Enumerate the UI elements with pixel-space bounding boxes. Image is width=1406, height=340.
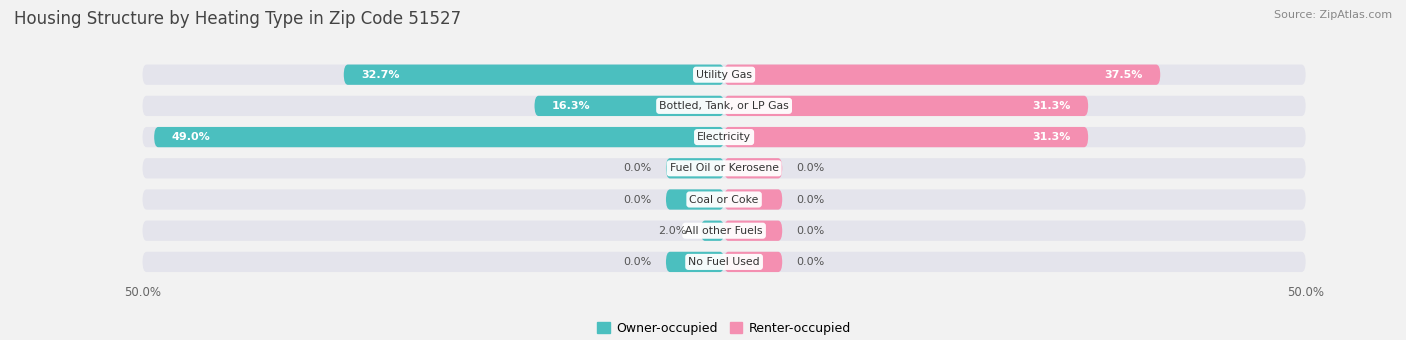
Text: 0.0%: 0.0%	[624, 194, 652, 204]
FancyBboxPatch shape	[142, 189, 1306, 210]
FancyBboxPatch shape	[142, 158, 1306, 178]
Text: 16.3%: 16.3%	[553, 101, 591, 111]
FancyBboxPatch shape	[666, 189, 724, 210]
Text: Fuel Oil or Kerosene: Fuel Oil or Kerosene	[669, 163, 779, 173]
Text: Source: ZipAtlas.com: Source: ZipAtlas.com	[1274, 10, 1392, 20]
FancyBboxPatch shape	[724, 189, 782, 210]
Text: 31.3%: 31.3%	[1032, 132, 1071, 142]
FancyBboxPatch shape	[142, 96, 1306, 116]
Text: Utility Gas: Utility Gas	[696, 70, 752, 80]
FancyBboxPatch shape	[343, 65, 724, 85]
FancyBboxPatch shape	[142, 65, 1306, 85]
FancyBboxPatch shape	[142, 252, 1306, 272]
FancyBboxPatch shape	[142, 127, 1306, 147]
Text: 2.0%: 2.0%	[658, 226, 688, 236]
Text: Coal or Coke: Coal or Coke	[689, 194, 759, 204]
FancyBboxPatch shape	[155, 127, 724, 147]
Text: 0.0%: 0.0%	[624, 257, 652, 267]
Text: 37.5%: 37.5%	[1105, 70, 1143, 80]
FancyBboxPatch shape	[700, 221, 724, 241]
Text: 0.0%: 0.0%	[796, 226, 824, 236]
Text: 0.0%: 0.0%	[796, 257, 824, 267]
FancyBboxPatch shape	[142, 221, 1306, 241]
Text: Electricity: Electricity	[697, 132, 751, 142]
FancyBboxPatch shape	[724, 252, 782, 272]
FancyBboxPatch shape	[724, 158, 782, 178]
FancyBboxPatch shape	[666, 252, 724, 272]
Text: 0.0%: 0.0%	[796, 163, 824, 173]
FancyBboxPatch shape	[724, 65, 1160, 85]
FancyBboxPatch shape	[724, 127, 1088, 147]
FancyBboxPatch shape	[534, 96, 724, 116]
Text: 0.0%: 0.0%	[624, 163, 652, 173]
Legend: Owner-occupied, Renter-occupied: Owner-occupied, Renter-occupied	[592, 317, 856, 340]
Text: Housing Structure by Heating Type in Zip Code 51527: Housing Structure by Heating Type in Zip…	[14, 10, 461, 28]
Text: 32.7%: 32.7%	[361, 70, 399, 80]
Text: Bottled, Tank, or LP Gas: Bottled, Tank, or LP Gas	[659, 101, 789, 111]
Text: All other Fuels: All other Fuels	[685, 226, 763, 236]
Text: 49.0%: 49.0%	[172, 132, 211, 142]
Text: 31.3%: 31.3%	[1032, 101, 1071, 111]
Text: No Fuel Used: No Fuel Used	[689, 257, 759, 267]
FancyBboxPatch shape	[724, 96, 1088, 116]
Text: 0.0%: 0.0%	[796, 194, 824, 204]
FancyBboxPatch shape	[724, 221, 782, 241]
FancyBboxPatch shape	[666, 158, 724, 178]
